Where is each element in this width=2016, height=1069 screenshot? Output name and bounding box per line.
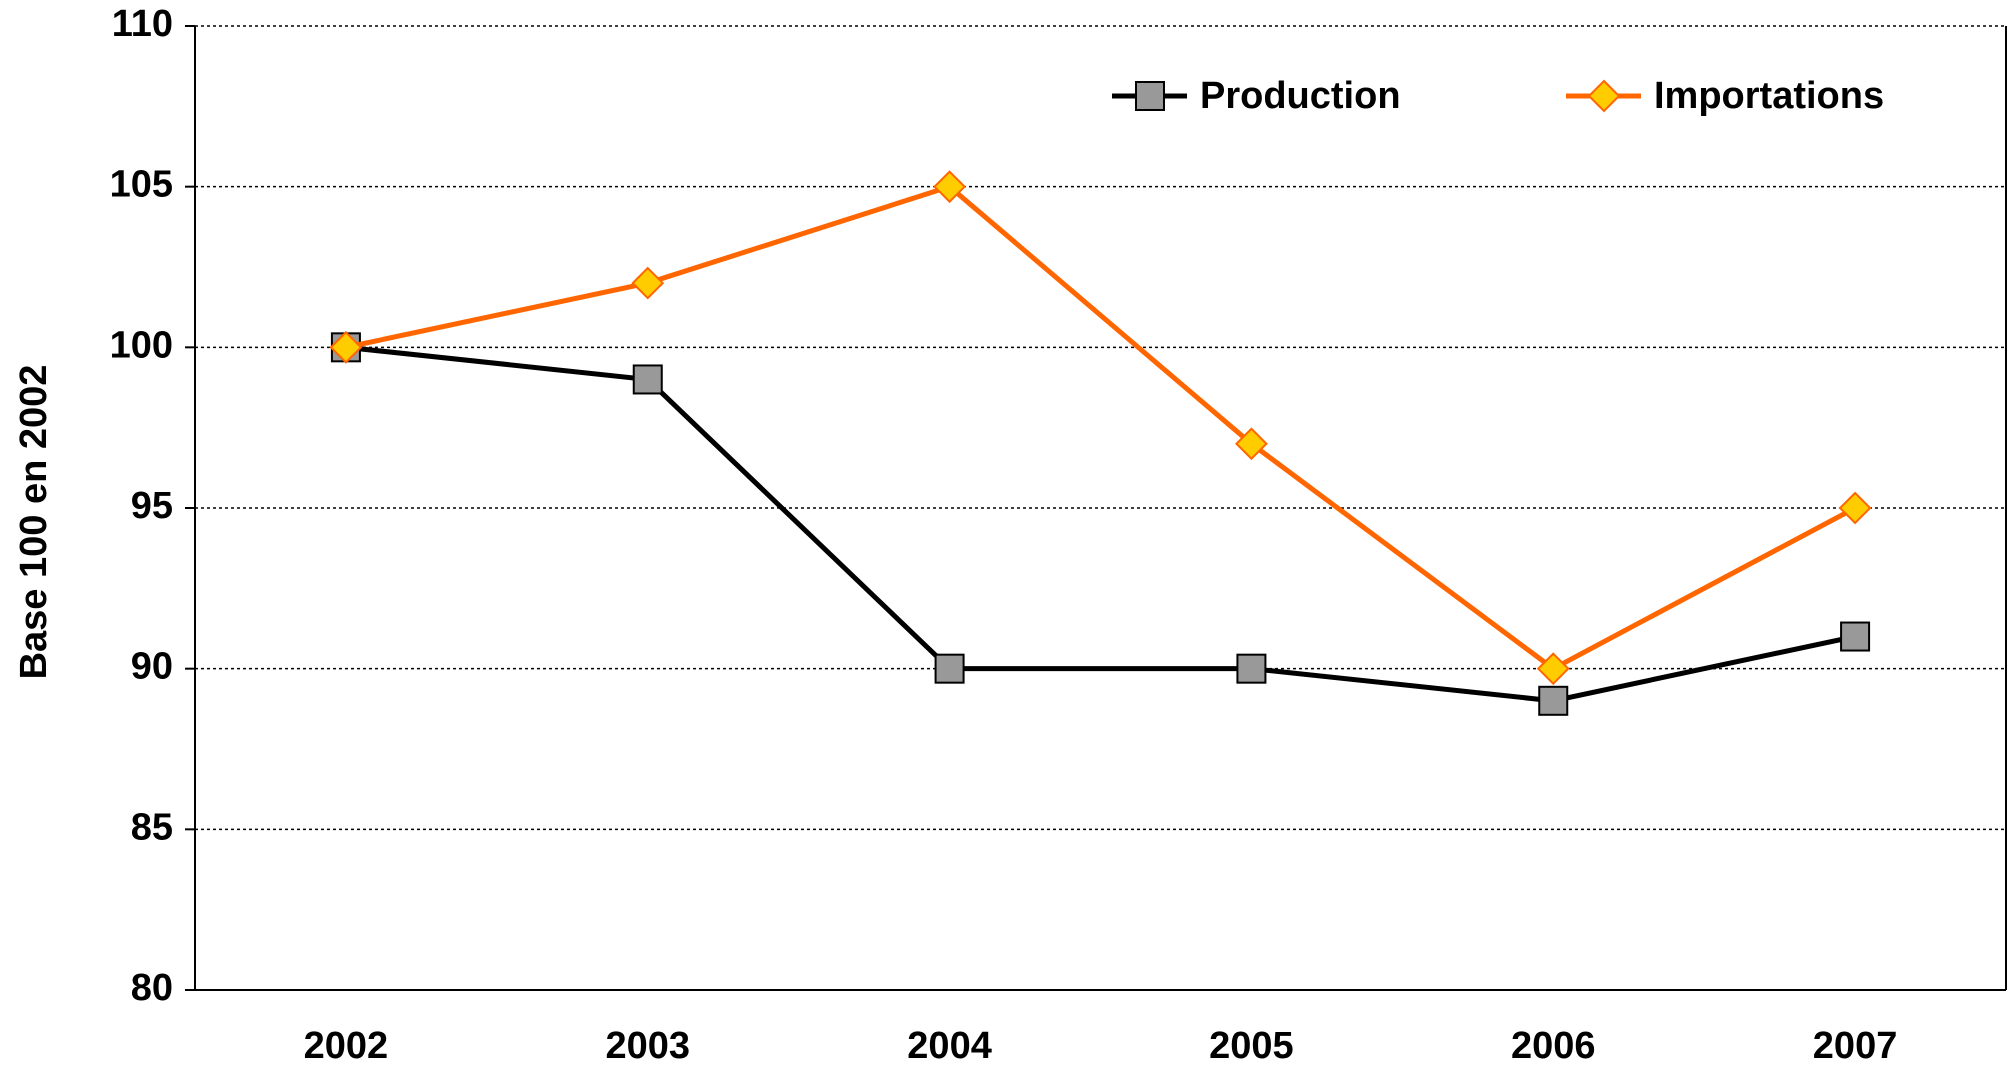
- point: [934, 653, 965, 684]
- point: [1838, 491, 1872, 525]
- x-tick-label: 2006: [1511, 1025, 1596, 1067]
- point: [632, 364, 663, 395]
- x-tick-label: 2003: [605, 1025, 690, 1067]
- point: [631, 266, 665, 300]
- y-tick-label: 85: [131, 806, 173, 848]
- legend-marker: [1135, 81, 1165, 111]
- x-tick-label: 2007: [1813, 1025, 1898, 1067]
- point: [1538, 685, 1569, 716]
- point: [1235, 427, 1268, 461]
- point: [1236, 653, 1267, 684]
- legend-marker: [1587, 79, 1621, 113]
- legend-label: Importations: [1654, 75, 1884, 117]
- legend-label: Production: [1200, 75, 1401, 117]
- y-tick-label: 80: [131, 967, 173, 1009]
- point: [1840, 621, 1871, 652]
- y-tick-label: 110: [112, 3, 173, 45]
- y-tick-label: 95: [131, 485, 173, 527]
- y-axis-label: Base 100 en 2002: [13, 365, 55, 680]
- point: [1536, 652, 1570, 686]
- y-tick-label: 90: [131, 646, 173, 688]
- y-tick-label: 100: [110, 324, 173, 366]
- x-tick-label: 2005: [1209, 1025, 1294, 1067]
- x-tick-label: 2002: [304, 1025, 389, 1067]
- series-line: [345, 344, 1856, 704]
- point: [329, 330, 363, 364]
- point: [933, 170, 966, 204]
- y-tick-label: 105: [110, 164, 173, 206]
- series-line: [345, 183, 1857, 672]
- x-tick-label: 2004: [907, 1025, 992, 1067]
